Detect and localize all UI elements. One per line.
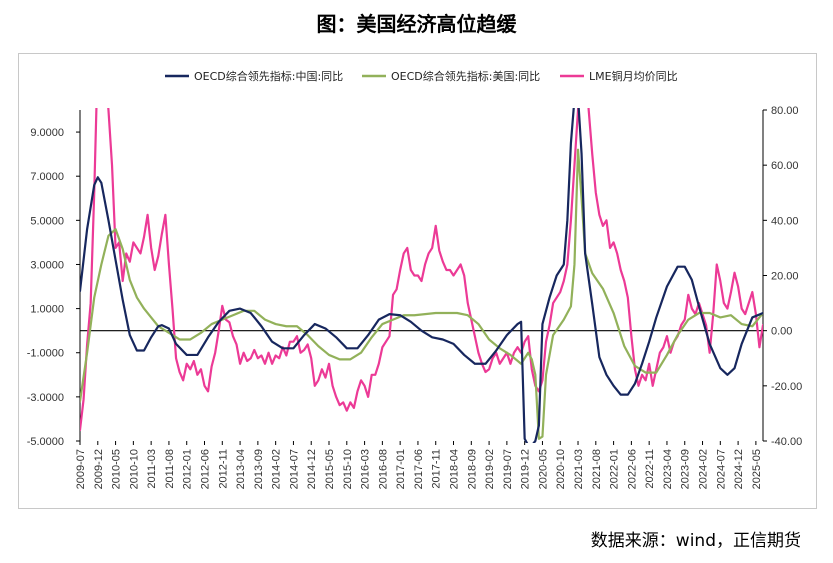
x-axis-tick-label: 2021-08 — [591, 449, 603, 489]
series-line-2 — [80, 148, 763, 440]
legend-label: OECD综合领先指标:美国:同比 — [391, 69, 540, 83]
right-axis-tick-label: -20.00 — [771, 381, 802, 393]
x-axis-tick-label: 2018-09 — [466, 449, 478, 489]
left-axis-tick-label: 3.0000 — [30, 259, 64, 271]
x-axis-tick-label: 2012-01 — [182, 449, 194, 489]
x-axis-tick-label: 2019-02 — [484, 449, 496, 489]
x-axis-tick-label: 2012-06 — [200, 449, 212, 489]
x-axis-tick-label: 2013-04 — [235, 449, 247, 489]
x-axis-tick-label: 2021-03 — [573, 449, 585, 489]
legend-label: LME铜月均价同比 — [589, 69, 678, 83]
axes — [79, 110, 764, 441]
x-axis-tick-label: 2014-02 — [271, 449, 283, 489]
x-axis-tick-label: 2023-09 — [680, 449, 692, 489]
right-axis-tick-label: 20.00 — [771, 271, 799, 283]
x-axis-tick-label: 2023-04 — [662, 449, 674, 489]
x-axis-tick-label: 2009-12 — [93, 449, 105, 489]
right-axis-tick-label: 80.00 — [771, 105, 799, 117]
x-axis-tick-label: 2011-03 — [146, 449, 158, 489]
x-axis-tick-label: 2024-07 — [715, 449, 727, 489]
left-axis-tick-label: -3.0000 — [27, 392, 64, 404]
left-axis-tick-label: 1.0000 — [30, 304, 64, 316]
x-axis-tick-label: 2022-11 — [644, 449, 656, 489]
x-axis-tick-label: 2009-07 — [75, 449, 87, 489]
x-axis-tick-label: 2016-03 — [360, 449, 372, 489]
right-axis-ticks: 80.00 60.00 40.00 20.00 0.00 -20.00 -40.00 — [763, 105, 802, 448]
x-axis-tick-label: 2022-01 — [609, 449, 621, 489]
right-axis-tick-label: 0.00 — [771, 326, 792, 338]
legend-label: OECD综合领先指标:中国:同比 — [194, 69, 343, 83]
chart-title: 图：美国经济高位趋缓 — [316, 12, 517, 36]
x-axis-tick-label: 2024-02 — [698, 449, 710, 489]
x-axis-tick-label: 2022-06 — [626, 449, 638, 489]
x-axis-tick-label: 2013-09 — [253, 449, 265, 489]
series-lines — [80, 108, 763, 443]
left-axis-tick-label: 5.0000 — [30, 215, 64, 227]
right-axis-tick-label: 40.00 — [771, 215, 799, 227]
chart-frame — [18, 53, 817, 509]
x-axis-tick-label: 2020-05 — [537, 449, 549, 489]
x-axis-tick-label: 2011-08 — [164, 449, 176, 489]
x-axis-tick-label: 2020-10 — [555, 449, 567, 489]
series-line-1 — [80, 108, 763, 443]
x-axis-tick-label: 2017-06 — [413, 449, 425, 489]
left-axis-tick-label: -1.0000 — [27, 348, 64, 360]
x-axis-tick-label: 2025-05 — [751, 449, 763, 489]
x-axis-tick-label: 2017-01 — [395, 449, 407, 489]
x-axis-tick-label: 2019-12 — [520, 449, 532, 489]
x-axis-tick-label: 2014-07 — [288, 449, 300, 489]
x-axis-tick-label: 2015-05 — [324, 449, 336, 489]
data-source: 数据来源：wind，正信期货 — [590, 531, 801, 551]
x-axis-tick-label: 2018-04 — [449, 449, 461, 489]
x-axis-tick-label: 2016-08 — [377, 449, 389, 489]
x-axis-tick-label: 2014-12 — [306, 449, 318, 489]
left-axis-tick-label: 9.0000 — [30, 127, 64, 139]
x-axis-tick-label: 2015-10 — [342, 449, 354, 489]
x-axis-ticks: 2009-07 2009-12 2010-05 2010-10 2011-03 2011-… — [75, 441, 763, 489]
x-axis-tick-label: 2010-10 — [128, 449, 140, 489]
left-axis-tick-label: -5.0000 — [27, 436, 64, 448]
right-axis-tick-label: 60.00 — [771, 160, 799, 172]
series-line-3 — [80, 108, 763, 432]
left-axis-ticks: 9.0000 7.0000 5.0000 3.0000 1.0000 -1.0000 -3.… — [27, 127, 80, 448]
x-axis-tick-label: 2017-11 — [431, 449, 443, 489]
legend: OECD综合领先指标:中国:同比 OECD综合领先指标:美国:同比 LME铜月均价同… — [165, 69, 678, 83]
x-axis-tick-label: 2024-12 — [733, 449, 745, 489]
x-axis-tick-label: 2012-11 — [217, 449, 229, 489]
right-axis-tick-label: -40.00 — [771, 436, 802, 448]
left-axis-tick-label: 7.0000 — [30, 171, 64, 183]
x-axis-tick-label: 2019-07 — [502, 449, 514, 489]
x-axis-tick-label: 2010-05 — [111, 449, 123, 489]
